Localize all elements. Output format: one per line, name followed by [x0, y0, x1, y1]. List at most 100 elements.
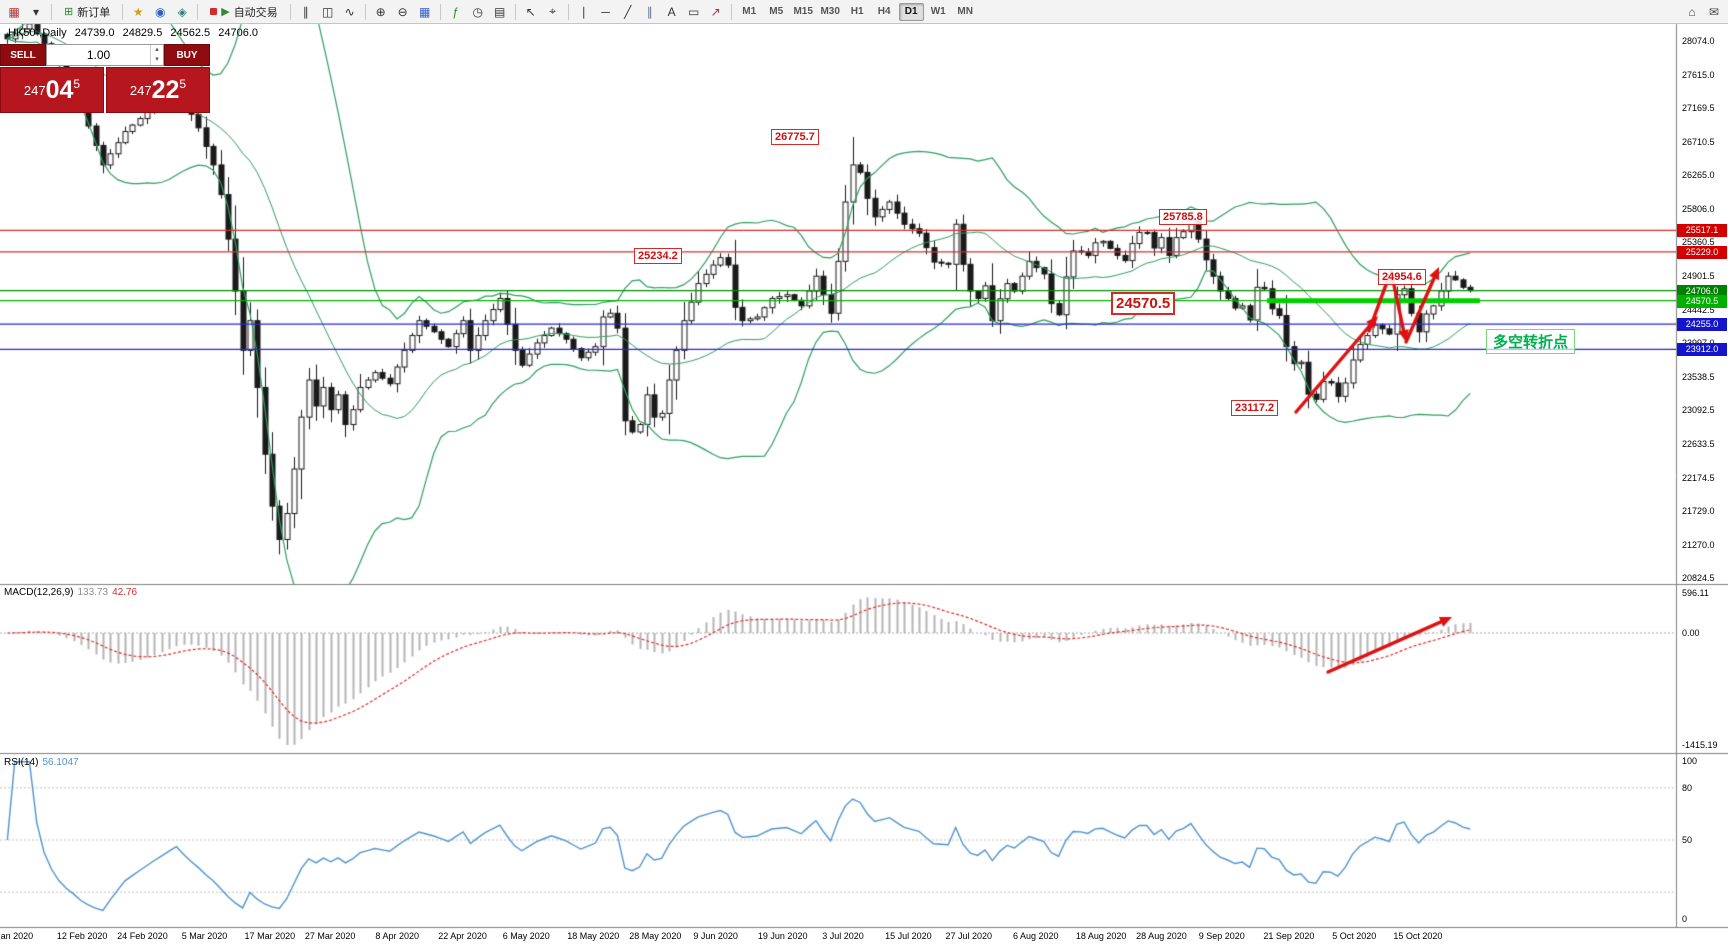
timeframe-mn-button[interactable]: MN: [957, 6, 973, 17]
price-axis-tick: 20824.5: [1682, 573, 1715, 584]
price-axis-tick: 23538.5: [1682, 372, 1715, 383]
macd-axis-max: 596.11: [1682, 588, 1709, 598]
price-label-annotation[interactable]: 24570.5: [1111, 292, 1176, 315]
zoom-in-icon[interactable]: ⊕: [375, 4, 386, 19]
sell-button[interactable]: SELL: [0, 44, 46, 66]
line-chart-icon[interactable]: ∿: [344, 4, 355, 19]
new-order-button[interactable]: ⊞ 新订单: [57, 2, 117, 22]
buy-price[interactable]: 247 22 5: [106, 67, 210, 113]
cursor-icon[interactable]: ↖: [525, 4, 536, 19]
quote-digits: 04: [45, 75, 74, 104]
macd-axis-zero: 0.00: [1682, 628, 1700, 638]
price-label-annotation[interactable]: 25234.2: [634, 248, 682, 264]
toolbar-separator: [122, 3, 124, 20]
zoom-out-icon[interactable]: ⊖: [397, 4, 408, 19]
favorites-icon[interactable]: ★: [132, 4, 144, 19]
price-axis-tick: 21729.0: [1682, 506, 1715, 517]
timeframe-h4-button[interactable]: H4: [877, 6, 891, 17]
price-axis-tick: 26710.5: [1682, 136, 1715, 147]
volume-down-icon[interactable]: ▾: [155, 56, 159, 63]
ohlc-close: 24706.0: [218, 27, 258, 39]
time-axis-tick: 6 Aug 2020: [1012, 931, 1059, 941]
timeframe-m15-button[interactable]: M15: [793, 6, 813, 17]
horizontal-line-icon[interactable]: ─: [601, 4, 610, 19]
arrows-tool-icon[interactable]: ↗: [710, 4, 721, 19]
price-axis-tick: 28074.0: [1682, 35, 1715, 46]
toolbar-separator: [51, 3, 52, 20]
time-axis-tick: 24 Feb 2020: [117, 931, 168, 941]
vertical-line-icon[interactable]: ∣: [580, 4, 587, 19]
text-label-icon[interactable]: ▭: [688, 4, 700, 19]
macd-axis-min: -1415.19: [1682, 740, 1718, 750]
price-axis-tag-red: 25229.0: [1677, 245, 1727, 259]
toolbar-right-icons: ⌂ ✉: [1682, 2, 1724, 22]
toolbar-separator: [567, 3, 569, 20]
price-axis-tag-blue: 23912.0: [1677, 343, 1727, 357]
rsi-axis-tick: 50: [1682, 835, 1693, 845]
timeframe-w1-button[interactable]: W1: [930, 6, 946, 17]
symbol-period-label: HK50-,Daily: [8, 27, 67, 39]
price-label-annotation[interactable]: 25785.8: [1159, 209, 1207, 225]
time-axis[interactable]: 31 Jan 2020 12 Feb 2020 24 Feb 2020 5 Mar 2…: [0, 928, 1676, 946]
price-axis-tick: 27169.5: [1682, 102, 1715, 113]
price-axis-tick: 25360.5: [1682, 237, 1715, 248]
price-label-annotation[interactable]: 26775.7: [771, 129, 819, 145]
market-watch-icon[interactable]: ◉: [154, 4, 166, 19]
price-label-annotation[interactable]: 23117.2: [1231, 400, 1279, 416]
periods-icon[interactable]: ◷: [472, 4, 483, 19]
quote-digits: 247: [129, 82, 152, 98]
price-axis[interactable]: 28074.0 27615.0 27169.5 26710.5 26265.0 25806…: [1676, 24, 1728, 927]
navigator-icon[interactable]: ◈: [177, 4, 187, 19]
volume-input[interactable]: [47, 45, 150, 65]
price-axis-tick: 27615.0: [1682, 69, 1715, 80]
ohlc-low: 24562.5: [170, 27, 211, 39]
chart-list-dropdown-icon[interactable]: ▾: [32, 4, 40, 19]
macd-indicator-label: MACD(12,26,9) 133.73 42.76: [4, 587, 137, 598]
time-axis-tick: 27 Mar 2020: [304, 931, 356, 941]
tile-windows-icon[interactable]: ▦: [419, 4, 431, 19]
chart-symbol-ohlc-line: HK50-,Daily 24739.0 24829.5 24562.5 2470…: [8, 27, 263, 39]
quote-digits: 5: [73, 77, 81, 91]
rsi-value: 56.1047: [42, 757, 79, 768]
mail-icon[interactable]: ✉: [1708, 4, 1720, 19]
time-axis-tick: 9 Sep 2020: [1198, 931, 1245, 941]
new-chart-icon[interactable]: ▦: [8, 4, 20, 19]
turning-point-note[interactable]: 多空转折点: [1486, 329, 1576, 354]
time-axis-tick: 21 Sep 2020: [1263, 931, 1315, 941]
toolbar-separator: [730, 3, 732, 20]
bar-chart-icon[interactable]: ∥: [302, 4, 309, 19]
crosshair-icon[interactable]: ⌖: [549, 4, 557, 18]
time-axis-tick: 3 Jul 2020: [822, 931, 864, 941]
time-axis-tick: 18 Aug 2020: [1075, 931, 1127, 941]
autotrading-button[interactable]: ▶ 自动交易: [203, 2, 284, 22]
indicators-icon[interactable]: ƒ: [452, 4, 460, 19]
timeframe-m1-button[interactable]: M1: [742, 6, 757, 17]
home-icon[interactable]: ⌂: [1688, 4, 1696, 19]
time-axis-tick: 5 Mar 2020: [181, 931, 228, 941]
timeframe-m30-button[interactable]: M30: [820, 6, 840, 17]
price-label-annotation[interactable]: 24954.6: [1378, 269, 1426, 285]
macd-value: 133.73: [77, 587, 109, 598]
volume-up-icon[interactable]: ▴: [155, 46, 159, 53]
time-axis-tick: 18 May 2020: [567, 931, 620, 941]
time-axis-tick: 15 Oct 2020: [1393, 931, 1443, 941]
templates-icon[interactable]: ▤: [494, 4, 506, 19]
candlestick-chart-icon[interactable]: ◫: [322, 4, 334, 19]
sell-price[interactable]: 247 04 5: [0, 67, 104, 113]
trendline-icon[interactable]: ╱: [624, 4, 632, 19]
timeframe-m5-button[interactable]: M5: [769, 6, 784, 17]
time-axis-tick: 22 Apr 2020: [438, 931, 487, 941]
timeframe-d1-button[interactable]: D1: [898, 2, 924, 21]
toolbar-separator: [514, 3, 516, 20]
rsi-axis-tick: 80: [1682, 782, 1693, 793]
timeframe-h1-button[interactable]: H1: [850, 6, 864, 17]
price-axis-tag-red: 25517.1: [1677, 224, 1727, 238]
time-axis-tick: 9 Jun 2020: [693, 931, 738, 941]
channel-icon[interactable]: ∥: [646, 4, 653, 19]
text-tool-icon[interactable]: A: [667, 4, 676, 19]
price-axis-tick: 23997.0: [1682, 338, 1715, 349]
buy-button[interactable]: BUY: [164, 44, 210, 66]
